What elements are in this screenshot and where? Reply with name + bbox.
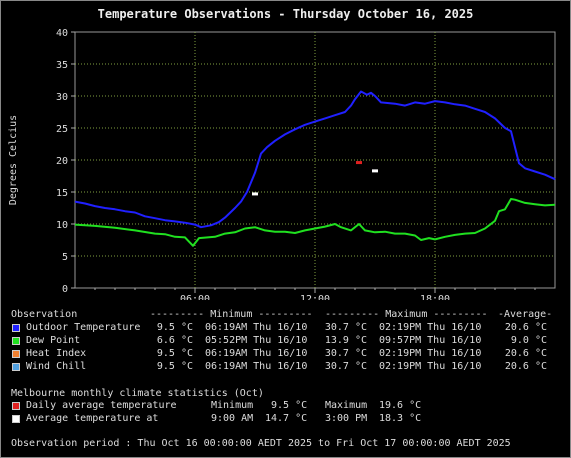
legend-swatch [12, 324, 20, 332]
legend-swatch [12, 350, 20, 358]
avg-time-2: 3:00 PM [325, 413, 368, 424]
x-tick-label: 18:00 [420, 294, 450, 300]
row-min-time: 05:52PM Thu 16/10 [205, 335, 308, 346]
row-avg: 20.6 °C [504, 361, 547, 372]
chart-title: Temperature Observations - Thursday Octo… [97, 7, 474, 21]
marker-average-temperature-at [372, 169, 378, 173]
row-max: 30.7 °C [324, 322, 367, 333]
x-tick-label: 12:00 [300, 294, 330, 300]
table-header-average: -Average- [498, 309, 553, 320]
row-min: 9.5 °C [156, 348, 193, 359]
row-max-time: 02:19PM Thu 16/10 [379, 322, 482, 333]
series-line-outdoor-temperature [74, 90, 556, 229]
row-min-time: 06:19AM Thu 16/10 [205, 322, 308, 333]
y-tick-label: 40 [56, 28, 68, 39]
y-tick-label: 5 [62, 252, 68, 263]
y-axis-label: Degrees Celcius [8, 115, 19, 205]
legend-swatch [12, 363, 20, 371]
row-label: Dew Point [26, 335, 81, 346]
row-max-time: 02:19PM Thu 16/10 [379, 361, 482, 372]
y-tick-label: 25 [56, 124, 68, 135]
y-tick-label: 0 [62, 284, 68, 295]
y-tick-label: 20 [56, 156, 68, 167]
row-avg: 20.6 °C [504, 322, 547, 333]
marker-daily-average-temperature [356, 161, 362, 165]
average-temperature-swatch [12, 415, 20, 423]
row-min: 9.5 °C [156, 322, 193, 333]
temperature-chart: 0 5 10 15 20 25 30 35 40 06:00 12:00 18:00 Degrees C… [8, 28, 556, 300]
row-label: Heat Index [26, 348, 87, 359]
daily-average-label: Daily average temperature [26, 400, 177, 411]
table-header-observation: Observation [11, 309, 78, 320]
avg-value-2: 18.3 °C [379, 413, 422, 424]
row-label: Outdoor Temperature [26, 322, 141, 333]
row-max: 30.7 °C [324, 361, 367, 372]
x-tick-label: 06:00 [180, 294, 210, 300]
avg-time-1: 9:00 AM [211, 413, 254, 424]
row-max-time: 09:57PM Thu 16/10 [379, 335, 482, 346]
climate-heading: Melbourne monthly climate statistics (Oc… [11, 388, 264, 399]
row-min-time: 06:19AM Thu 16/10 [205, 348, 308, 359]
y-tick-label: 10 [56, 220, 68, 231]
table-header-minimum: --------- Minimum --------- [150, 309, 313, 320]
row-max-time: 02:19PM Thu 16/10 [379, 348, 482, 359]
row-max: 13.9 °C [324, 335, 367, 346]
observation-period: Observation period : Thu Oct 16 00:00:00… [11, 438, 511, 449]
row-label: Wind Chill [26, 361, 87, 372]
series-line-dew-point [74, 198, 556, 247]
daily-max-value: 19.6 °C [379, 400, 422, 411]
daily-average-swatch [12, 402, 20, 410]
average-temperature-label: Average temperature at [26, 413, 159, 424]
y-tick-label: 15 [56, 188, 68, 199]
row-min-time: 06:19AM Thu 16/10 [205, 361, 308, 372]
avg-value-1: 14.7 °C [265, 413, 308, 424]
row-avg: 9.0 °C [510, 335, 547, 346]
legend-swatch [12, 337, 20, 345]
y-tick-label: 30 [56, 92, 68, 103]
daily-min-label: Minimum [211, 400, 254, 411]
daily-max-label: Maximum [325, 400, 368, 411]
table-header-maximum: --------- Maximum --------- [325, 309, 488, 320]
marker-average-temperature-at [252, 192, 258, 196]
row-avg: 20.6 °C [504, 348, 547, 359]
y-tick-label: 35 [56, 60, 68, 71]
row-max: 30.7 °C [324, 348, 367, 359]
daily-min-value: 9.5 °C [271, 400, 308, 411]
row-min: 9.5 °C [156, 361, 193, 372]
row-min: 6.6 °C [156, 335, 193, 346]
